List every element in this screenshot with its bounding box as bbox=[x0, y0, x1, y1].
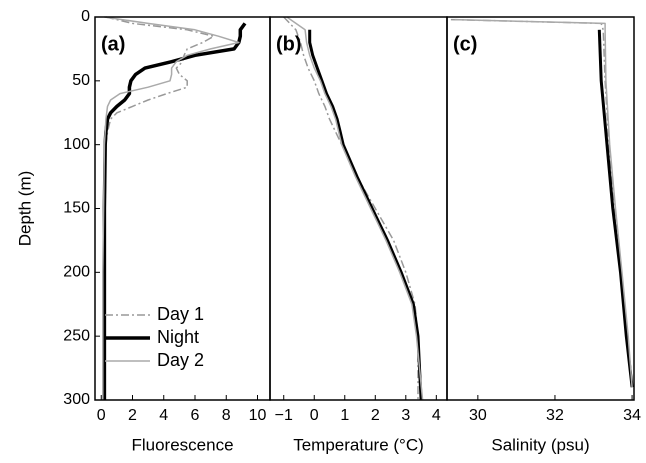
profile-line bbox=[450, 18, 633, 388]
x-tick-label: 3 bbox=[401, 407, 410, 424]
panel-frame bbox=[269, 16, 448, 401]
x-tick-label: 30 bbox=[469, 407, 487, 424]
profile-line bbox=[454, 18, 633, 388]
panel-label: (c) bbox=[453, 33, 477, 55]
y-tick-label: 0 bbox=[81, 8, 90, 25]
profile-line bbox=[308, 29, 423, 401]
x-axis-label: Fluorescence bbox=[131, 435, 233, 454]
x-axis-label: Salinity (psu) bbox=[491, 435, 589, 454]
y-tick-label: 100 bbox=[63, 136, 90, 153]
legend-label: Night bbox=[157, 327, 199, 347]
y-tick-label: 300 bbox=[63, 391, 90, 408]
x-tick-label: 0 bbox=[97, 407, 106, 424]
x-tick-label: 4 bbox=[432, 407, 441, 424]
y-tick-label: 200 bbox=[63, 264, 90, 281]
legend-label: Day 1 bbox=[157, 304, 204, 324]
panel-label: (a) bbox=[101, 33, 125, 55]
profile-line bbox=[286, 16, 424, 401]
panel-label: (b) bbox=[276, 33, 302, 55]
profile-line bbox=[283, 16, 419, 400]
legend-label: Day 2 bbox=[157, 350, 204, 370]
y-tick-label: 250 bbox=[63, 327, 90, 344]
profile-line bbox=[597, 29, 634, 388]
x-tick-label: 2 bbox=[128, 407, 137, 424]
x-tick-label: 10 bbox=[249, 407, 267, 424]
x-tick-label: 2 bbox=[371, 407, 380, 424]
y-tick-label: 150 bbox=[63, 200, 90, 217]
x-axis-label: Temperature (°C) bbox=[293, 435, 424, 454]
x-tick-label: 6 bbox=[191, 407, 200, 424]
y-axis-label: Depth (m) bbox=[15, 171, 34, 247]
panel-frame bbox=[446, 16, 635, 401]
x-tick-label: 8 bbox=[222, 407, 231, 424]
y-tick-label: 50 bbox=[72, 72, 90, 89]
x-tick-label: −1 bbox=[275, 407, 293, 424]
x-tick-label: 0 bbox=[310, 407, 319, 424]
x-tick-label: 32 bbox=[546, 407, 564, 424]
x-tick-label: 34 bbox=[623, 407, 641, 424]
x-tick-label: 4 bbox=[159, 407, 168, 424]
profile-line bbox=[102, 16, 240, 400]
x-tick-label: 1 bbox=[340, 407, 349, 424]
profile-line bbox=[102, 22, 247, 400]
